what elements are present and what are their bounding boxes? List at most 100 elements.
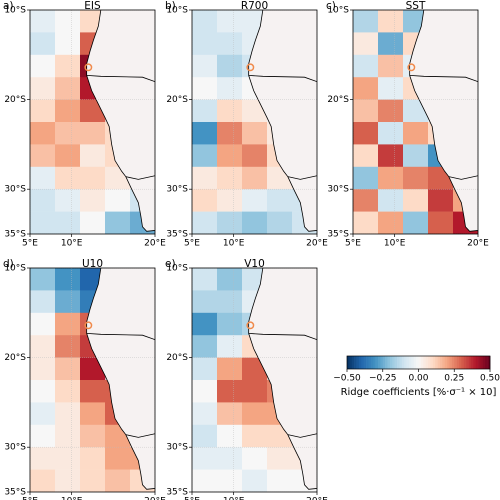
y-tick-label: 30°S — [4, 443, 26, 453]
colorbar-swatch — [389, 356, 393, 369]
cell — [242, 469, 268, 492]
colorbar-swatch — [487, 356, 491, 369]
cell — [105, 469, 131, 492]
x-tick-label: 20°E — [306, 239, 328, 249]
cell — [30, 144, 56, 168]
colorbar-swatch — [397, 356, 400, 369]
panel-label: d) — [3, 258, 14, 270]
y-tick-label: 35°S — [166, 488, 188, 498]
map-area — [192, 268, 317, 492]
x-tick-label: 5°E — [22, 239, 38, 249]
colorbar-swatch — [408, 356, 412, 369]
cell — [192, 357, 218, 381]
x-tick-label: 5°E — [22, 497, 38, 500]
colorbar-swatch — [459, 356, 462, 369]
colorbar-swatch — [435, 356, 438, 369]
map-panel: 5°E 10°E 20°E 10°S 20°S 30°S 35°S b) R700 — [165, 0, 328, 249]
cell — [378, 144, 404, 168]
cell — [242, 447, 268, 470]
x-tick-label: 20°E — [144, 239, 166, 249]
map-area — [353, 10, 478, 234]
colorbar-swatch — [430, 356, 434, 369]
colorbar-swatch — [439, 356, 443, 369]
cell — [30, 189, 56, 212]
cell — [192, 77, 218, 100]
cell — [217, 424, 243, 448]
cell — [242, 380, 268, 403]
colorbar-swatch — [366, 356, 369, 369]
y-tick-label: 30°S — [327, 185, 349, 195]
colorbar-swatch — [399, 356, 403, 369]
cell — [192, 380, 218, 403]
cell — [30, 335, 56, 358]
border — [125, 433, 155, 438]
cell — [353, 122, 379, 145]
colorbar-label: Ridge coefficients [%·σ⁻¹ × 10] — [341, 387, 497, 398]
border — [287, 175, 317, 180]
colorbar-swatch — [356, 356, 360, 369]
y-tick-label: 20°S — [166, 353, 188, 363]
cell — [55, 99, 81, 123]
cell — [55, 469, 81, 492]
cell — [80, 189, 106, 212]
cell — [192, 122, 218, 145]
cell — [55, 32, 81, 56]
cell — [80, 166, 106, 190]
cell — [353, 189, 379, 212]
cell — [30, 447, 56, 470]
colorbar: −0.50 −0.25 0.00 0.25 0.50 Ridge coefficients… — [333, 355, 500, 398]
cell — [217, 469, 243, 492]
cell — [192, 189, 218, 212]
cell — [217, 335, 243, 358]
y-tick-label: 30°S — [166, 443, 188, 453]
cell — [403, 144, 429, 168]
cell — [55, 211, 81, 234]
cell — [30, 402, 56, 426]
colorbar-swatch — [363, 356, 367, 369]
border — [248, 75, 317, 83]
frame — [191, 9, 318, 235]
site-marker — [407, 63, 416, 72]
frame — [29, 9, 156, 235]
x-tick-label: 10°E — [223, 497, 245, 500]
cell — [217, 77, 243, 100]
cell — [217, 189, 243, 212]
cell — [30, 424, 56, 448]
colorbar-swatch — [461, 356, 465, 369]
y-tick-label: 20°S — [166, 95, 188, 105]
y-tick-label: 10°S — [4, 6, 26, 16]
cell — [353, 166, 379, 190]
colorbar-swatch — [420, 356, 424, 369]
cell — [55, 189, 81, 212]
cell — [353, 32, 379, 56]
cell — [217, 122, 243, 145]
panel-title: SST — [406, 0, 426, 12]
cell — [242, 424, 268, 448]
cell — [403, 122, 429, 145]
cell — [242, 144, 268, 168]
cell — [217, 99, 243, 123]
cell — [192, 424, 218, 448]
cell — [378, 189, 404, 212]
x-tick-label: 10°E — [223, 239, 245, 249]
cell — [192, 99, 218, 123]
colorbar-swatch — [394, 356, 398, 369]
colorbar-swatch — [432, 356, 436, 369]
cell — [30, 166, 56, 190]
panel-label: c) — [326, 0, 336, 12]
colorbar-swatch — [387, 356, 391, 369]
cell — [242, 402, 268, 426]
colorbar-swatch — [423, 356, 426, 369]
panel-title: V10 — [244, 258, 265, 270]
cell — [55, 402, 81, 426]
cell — [55, 335, 81, 358]
cell — [267, 211, 293, 234]
colorbar-swatch — [418, 356, 422, 369]
cell — [242, 211, 268, 234]
frame — [352, 9, 479, 235]
cell — [55, 122, 81, 145]
y-tick-label: 35°S — [4, 230, 26, 240]
cell — [403, 166, 429, 190]
cell — [403, 211, 429, 234]
colorbar-swatch — [347, 356, 350, 369]
